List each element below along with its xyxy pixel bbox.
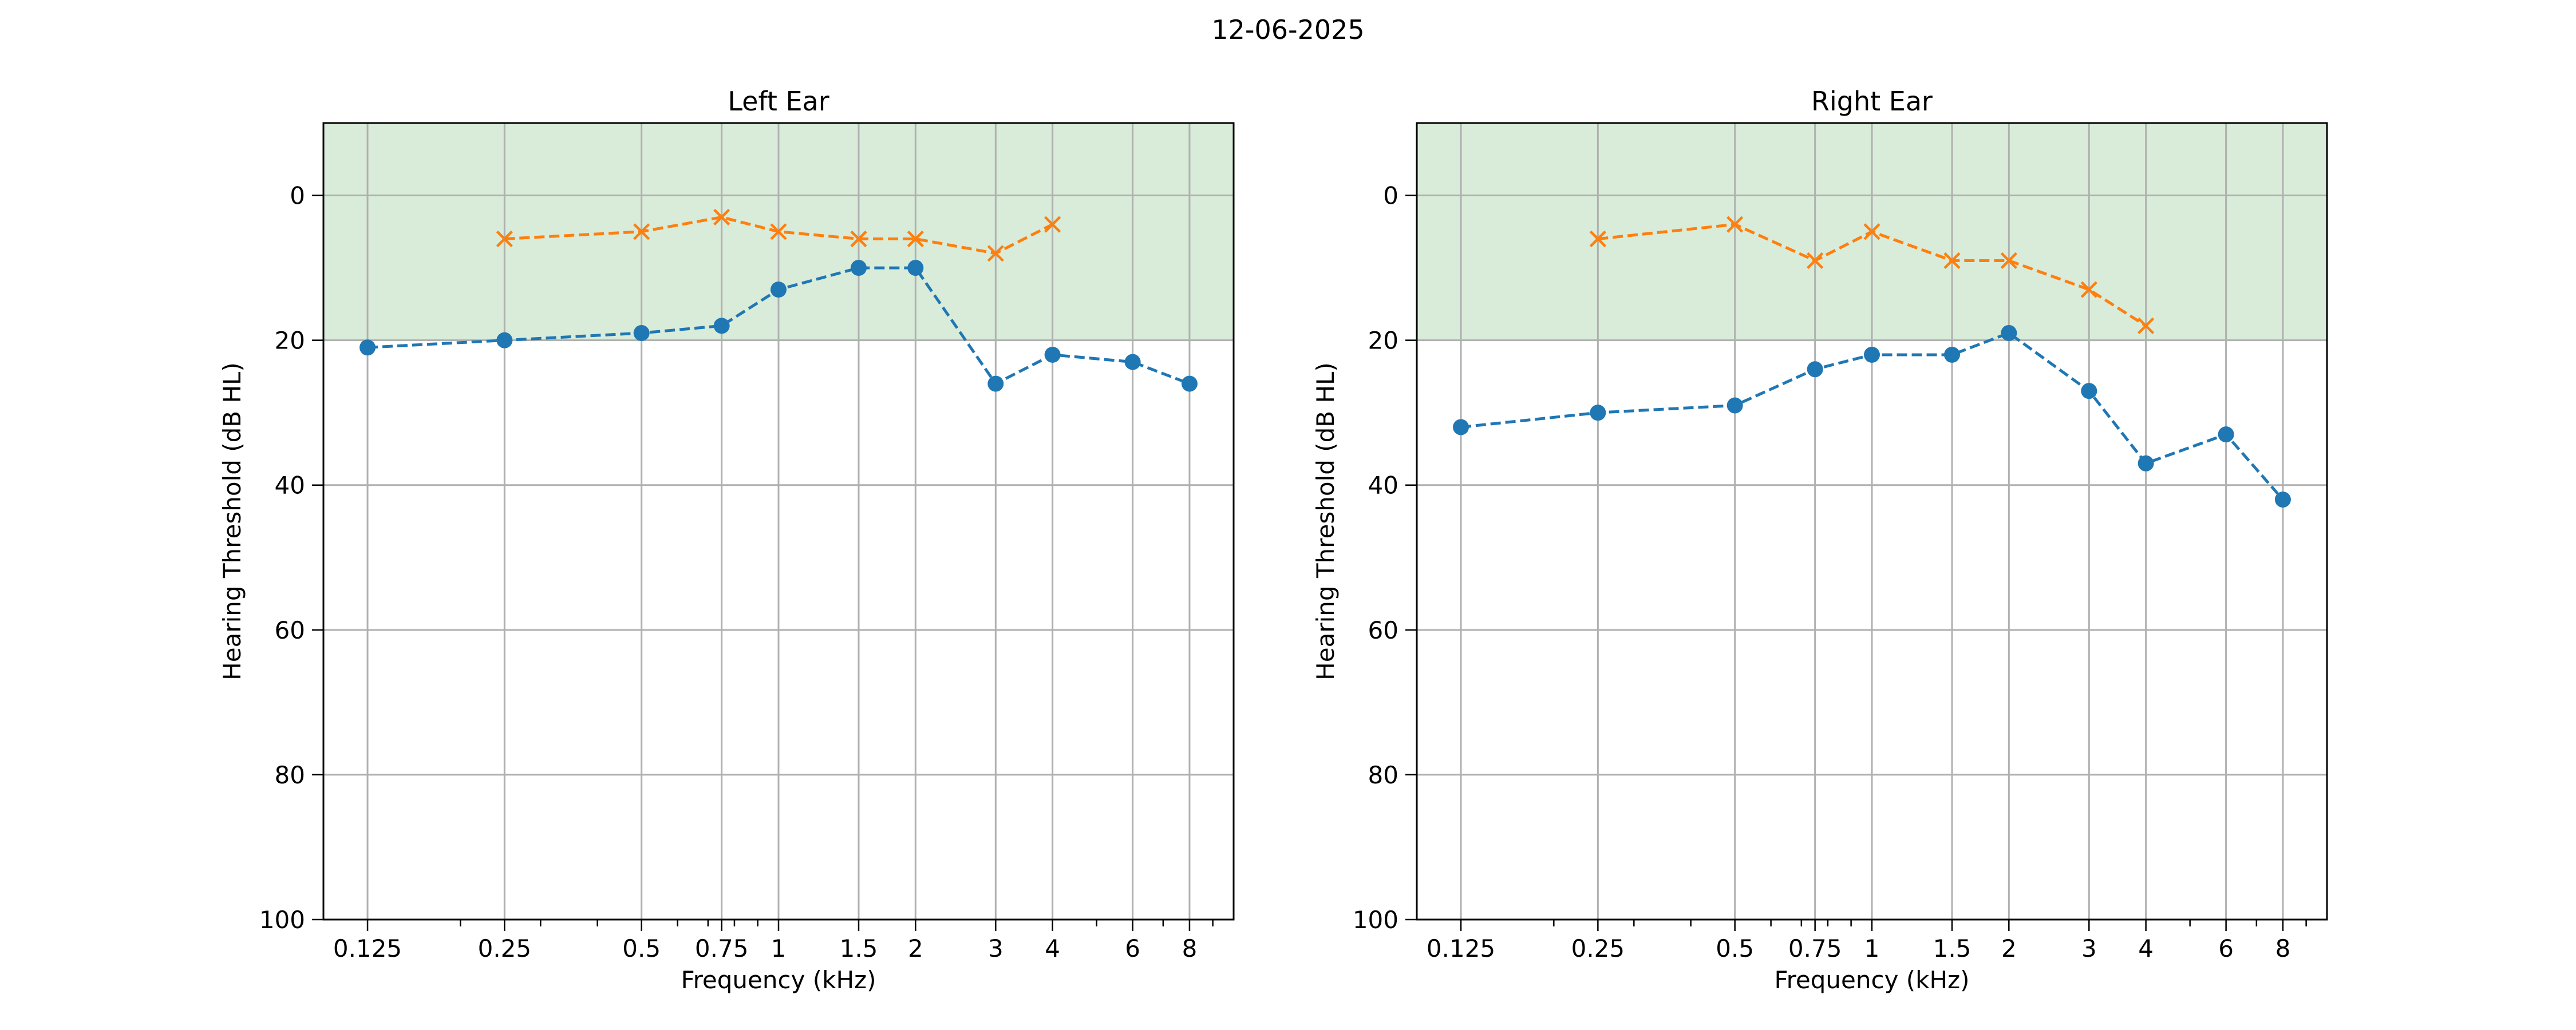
- data-point: [1726, 397, 1743, 414]
- y-tick-label: 80: [275, 761, 305, 789]
- x-tick-label: 8: [2275, 934, 2291, 962]
- data-point: [1589, 230, 1606, 248]
- data-point: [2080, 281, 2097, 298]
- data-point: [633, 324, 650, 341]
- data-point: [713, 318, 730, 334]
- x-axis-label: Frequency (kHz): [681, 966, 876, 994]
- data-point: [1863, 223, 1880, 240]
- series-line: [1460, 331, 2284, 501]
- x-tick-label: 4: [1045, 934, 1060, 962]
- subplot-title: Left Ear: [728, 86, 829, 117]
- x-tick-label: 8: [1182, 934, 1198, 962]
- y-tick-label: 60: [1368, 616, 1398, 644]
- y-tick-label: 80: [1368, 761, 1398, 789]
- data-point: [633, 223, 650, 240]
- x-tick-label: 4: [2138, 934, 2154, 962]
- data-point: [2218, 426, 2234, 443]
- data-point: [1807, 361, 1823, 378]
- x-tick-label: 0.75: [1788, 934, 1842, 962]
- data-point: [1181, 375, 1198, 392]
- x-tick-label: 1.5: [1933, 934, 1971, 962]
- y-tick-label: 100: [1353, 906, 1398, 934]
- data-point: [907, 260, 924, 276]
- series-1-circle-markers: [1453, 324, 2291, 508]
- x-tick-label: 6: [2218, 934, 2234, 962]
- data-point: [771, 282, 787, 298]
- x-tick-label: 2: [2001, 934, 2017, 962]
- data-point: [1590, 405, 1606, 421]
- plot-frame: [322, 122, 1235, 921]
- data-point: [907, 230, 924, 248]
- y-tick-label: 40: [1368, 472, 1398, 500]
- y-axis-label: Hearing Threshold (dB HL): [1311, 362, 1340, 680]
- x-tick-label: 1.5: [840, 934, 878, 962]
- data-point: [2001, 324, 2017, 341]
- data-point: [1943, 346, 1960, 363]
- x-tick-label: 0.75: [695, 934, 749, 962]
- data-point: [987, 375, 1004, 392]
- x-tick-label: 3: [2081, 934, 2097, 962]
- data-point: [713, 208, 730, 226]
- x-tick-label: 0.25: [1571, 934, 1625, 962]
- x-tick-label: 0.125: [1427, 934, 1495, 962]
- x-tick-label: 0.5: [1716, 934, 1754, 962]
- data-point: [1124, 354, 1141, 370]
- data-point: [2138, 317, 2155, 334]
- subplot-title: Right Ear: [1811, 86, 1933, 117]
- series-line: [367, 266, 1190, 386]
- x-tick-label: 0.5: [622, 934, 661, 962]
- data-point: [496, 332, 513, 348]
- y-tick-label: 40: [275, 472, 305, 500]
- data-point: [850, 260, 867, 276]
- x-tick-label: 0.125: [333, 934, 402, 962]
- y-tick-label: 60: [275, 616, 305, 644]
- data-point: [850, 230, 867, 248]
- data-point: [2081, 383, 2097, 399]
- x-tick-label: 6: [1125, 934, 1140, 962]
- y-tick-label: 0: [1383, 182, 1398, 210]
- x-tick-label: 0.25: [478, 934, 532, 962]
- data-point: [2274, 492, 2291, 508]
- data-point: [1044, 346, 1061, 363]
- series-line: [504, 215, 1053, 255]
- data-point: [496, 230, 513, 248]
- series-2-x-markers: [1589, 216, 2155, 334]
- x-tick-label: 3: [988, 934, 1003, 962]
- x-axis-label: Frequency (kHz): [1774, 966, 1969, 994]
- series-1-circle-markers: [359, 260, 1198, 392]
- series-line: [1598, 223, 2147, 327]
- figure-title: 12-06-2025: [1211, 14, 1364, 45]
- y-tick-label: 20: [1368, 327, 1398, 355]
- plot-frame: [1416, 122, 2328, 921]
- plots-container: 0.125 0.25 0.5 0.75 1 1.5 2 3 4 6 8020406080100Lef…: [218, 86, 2328, 994]
- series-2-x-markers: [496, 208, 1061, 262]
- data-point: [770, 223, 787, 240]
- chart-panel-1: 0.125 0.25 0.5 0.75 1 1.5 2 3 4 6 8020406080100Lef…: [218, 86, 1235, 994]
- data-point: [2000, 252, 2017, 270]
- data-point: [1044, 216, 1061, 233]
- data-point: [1726, 216, 1744, 233]
- data-point: [1943, 252, 1961, 270]
- y-tick-label: 20: [275, 327, 305, 355]
- y-axis-label: Hearing Threshold (dB HL): [218, 362, 246, 680]
- y-tick-label: 100: [259, 906, 305, 934]
- x-tick-label: 1: [771, 934, 787, 962]
- y-tick-label: 0: [290, 182, 305, 210]
- data-point: [2138, 455, 2154, 472]
- data-point: [1453, 419, 1469, 435]
- data-point: [359, 339, 376, 356]
- x-tick-label: 1: [1864, 934, 1880, 962]
- chart-panel-2: 0.125 0.25 0.5 0.75 1 1.5 2 3 4 6 8020406080100Rig…: [1311, 86, 2328, 994]
- data-point: [1864, 346, 1880, 363]
- x-tick-label: 2: [908, 934, 923, 962]
- data-point: [987, 245, 1004, 262]
- data-point: [1807, 252, 1824, 270]
